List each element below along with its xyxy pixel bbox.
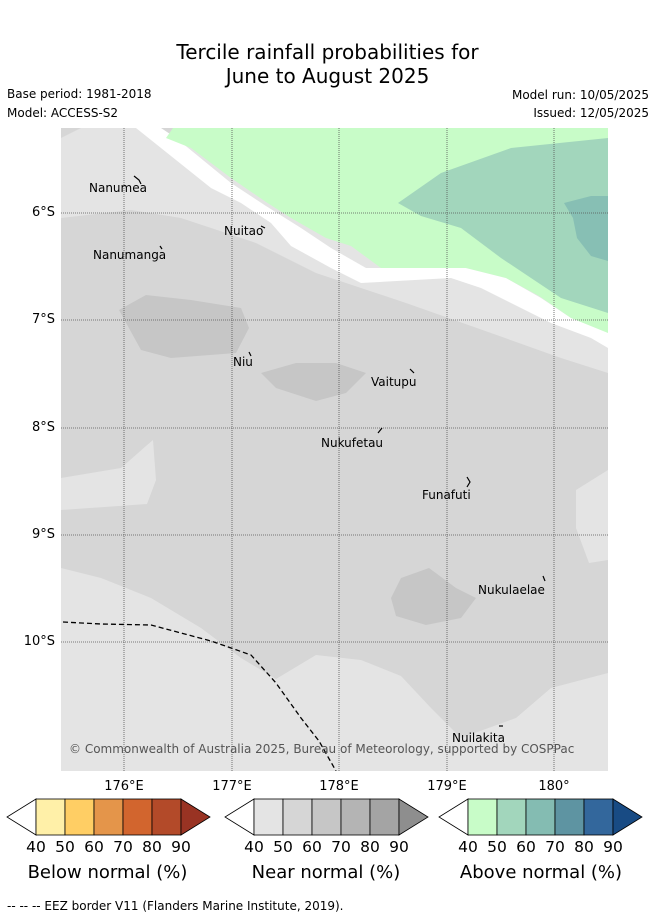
colorbar-title-above-normal: Above normal (%) (459, 862, 623, 883)
colorbar-swatch (282, 798, 313, 836)
colorbar-swatch (496, 798, 527, 836)
colorbar-under-extend (438, 798, 469, 836)
lon-label-176e: 176°E (104, 779, 144, 794)
lat-label-8s: 8°S (31, 420, 55, 435)
near-normal-60-patch-1 (119, 295, 249, 358)
map-title: Tercile rainfall probabilities for June … (0, 40, 655, 88)
near-normal-60-patch-2 (261, 363, 366, 401)
colorbar-tick-label: 40 (244, 838, 264, 856)
place-nukulaelae: Nukulaelae (478, 583, 545, 597)
colorbar-tick-label: 90 (389, 838, 409, 856)
colorbar-over-extend (612, 798, 643, 836)
rainfall-probability-map (61, 128, 608, 771)
colorbars (6, 798, 643, 836)
colorbar-over-extend (398, 798, 429, 836)
lon-label-179e: 179°E (427, 779, 467, 794)
issued-date: Issued: 12/05/2025 (533, 106, 649, 120)
colorbar-tick-label: 50 (487, 838, 507, 856)
near-normal-40-west (61, 440, 156, 510)
colorbar-swatch (64, 798, 95, 836)
eez-border-line (62, 621, 337, 771)
lon-label-180: 180° (538, 779, 570, 794)
lat-label-6s: 6°S (31, 205, 55, 220)
above-normal-60-region (564, 196, 608, 261)
title-line-2: June to August 2025 (225, 64, 430, 88)
colorbar-swatch (122, 798, 153, 836)
colorbar-swatch (311, 798, 342, 836)
lat-label-9s: 9°S (31, 527, 55, 542)
colorbar-tick-label: 70 (545, 838, 565, 856)
colorbar-swatch (554, 798, 585, 836)
lon-label-178e: 178°E (319, 779, 359, 794)
place-nukufetau: Nukufetau (321, 436, 384, 450)
colorbar-tick-label: 50 (55, 838, 75, 856)
colorbar-swatch (340, 798, 371, 836)
base-period: Base period: 1981-2018 (7, 87, 152, 101)
model-run: Model run: 10/05/2025 (511, 88, 649, 102)
colorbar-swatch (369, 798, 400, 836)
colorbar-tick-label: 70 (331, 838, 351, 856)
colorbar-swatch (35, 798, 66, 836)
copyright-notice: © Commonwealth of Australia 2025, Bureau… (69, 742, 575, 756)
near-normal-60-patch-3 (391, 568, 476, 625)
colorbar-tick-label: 60 (516, 838, 536, 856)
colorbar-title-near-normal: Near normal (%) (251, 862, 401, 883)
place-nanumanga: Nanumanga (93, 248, 167, 262)
place-funafuti: Funafuti (422, 488, 471, 502)
colorbar-under-extend (6, 798, 37, 836)
colorbar-tick-label: 70 (113, 838, 133, 856)
eez-border-legend: -- -- -- EEZ border V11 (Flanders Marine… (7, 899, 344, 913)
colorbar-tick-label: 80 (360, 838, 380, 856)
place-nuitao: Nuitao (224, 224, 264, 238)
colorbar-swatch (253, 798, 284, 836)
colorbar-near-normal (224, 798, 429, 836)
colorbar-tick-label: 40 (458, 838, 478, 856)
white-gap-band (136, 128, 608, 348)
title-line-1: Tercile rainfall probabilities for (176, 40, 479, 64)
colorbar-swatch (525, 798, 556, 836)
colorbar-tick-label: 90 (171, 838, 191, 856)
colorbar-over-extend (180, 798, 211, 836)
above-normal-50-region (398, 138, 608, 313)
colorbar-title-below-normal: Below normal (%) (27, 862, 188, 883)
colorbar-tick-label: 60 (302, 838, 322, 856)
near-normal-40-south (251, 655, 608, 771)
colorbar-tick-label: 40 (26, 838, 46, 856)
colorbar-below-normal (6, 798, 211, 836)
lon-label-177e: 177°E (212, 779, 252, 794)
lat-label-10s: 10°S (23, 634, 55, 649)
colorbar-swatch (583, 798, 614, 836)
model-name: Model: ACCESS-S2 (7, 106, 119, 120)
lat-label-7s: 7°S (31, 312, 55, 327)
colorbar-above-normal (438, 798, 643, 836)
colorbar-tick-label: 80 (574, 838, 594, 856)
colorbar-swatch (151, 798, 182, 836)
place-vaitupu: Vaitupu (371, 375, 417, 389)
colorbar-swatch (93, 798, 124, 836)
colorbar-tick-label: 60 (84, 838, 104, 856)
colorbar-tick-label: 90 (603, 838, 623, 856)
near-normal-40-east (576, 470, 608, 563)
colorbar-under-extend (224, 798, 255, 836)
place-nanumea: Nanumea (89, 181, 147, 195)
place-nuilakita: Nuilakita (452, 731, 505, 745)
colorbar-tick-label: 50 (273, 838, 293, 856)
island-markers (133, 175, 546, 727)
colorbar-tick-label: 80 (142, 838, 162, 856)
place-niu: Niu (233, 355, 253, 369)
colorbar-swatch (467, 798, 498, 836)
